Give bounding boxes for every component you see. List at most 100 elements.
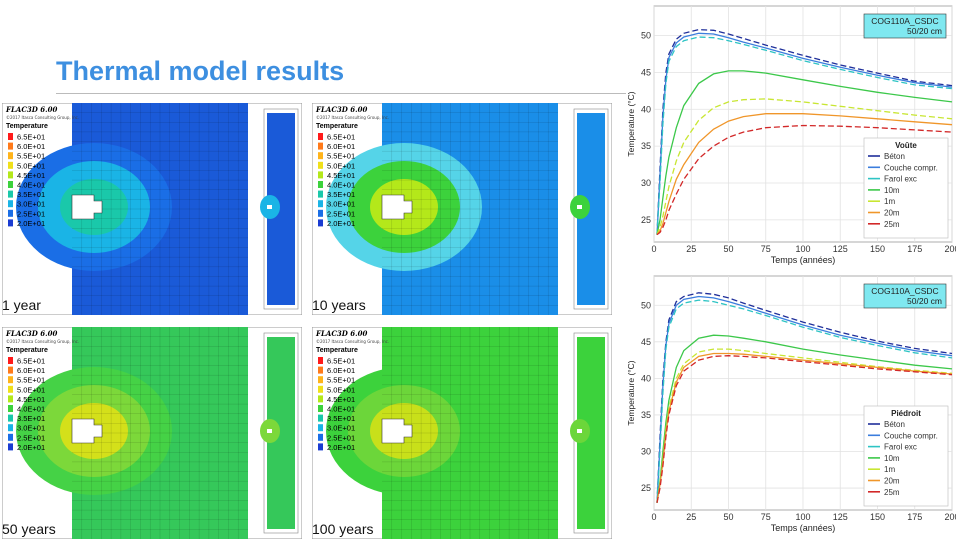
series-line-farol-exc [656, 299, 953, 503]
legend-box [863, 405, 949, 507]
legend-heading: Temperature [6, 347, 48, 354]
legend-level: 2.5E+01 [17, 433, 45, 442]
legend-swatch [318, 357, 323, 364]
y-tick-label: 30 [641, 447, 651, 457]
software-label: FLAC3D 6.00 [5, 329, 57, 338]
legend-swatch [318, 395, 323, 403]
legend-swatch [8, 414, 13, 422]
legend-swatch [318, 424, 323, 432]
legend-entry: 10m [884, 454, 900, 463]
legend-entry: Béton [884, 152, 905, 161]
x-tick-label: 75 [761, 244, 771, 254]
x-tick-label: 75 [761, 512, 771, 522]
legend-swatch [318, 443, 323, 451]
legend-level: 4.0E+01 [17, 405, 45, 414]
x-tick-label: 200 [944, 512, 956, 522]
slide-title: Thermal model results [56, 56, 345, 86]
legend-level: 3.5E+01 [17, 190, 45, 199]
y-tick-label: 50 [641, 300, 651, 310]
x-tick-label: 25 [686, 244, 696, 254]
legend-swatch [8, 376, 13, 384]
legend-swatch [318, 161, 323, 169]
y-tick-label: 25 [641, 483, 651, 493]
x-tick-label: 150 [870, 244, 885, 254]
legend-box [863, 137, 949, 239]
contour-panel-10-years: FLAC3D 6.00 ©2017 Itasca Consulting Group… [312, 103, 612, 315]
legend-entry: Couche compr. [884, 431, 938, 440]
legend-level: 3.5E+01 [327, 190, 355, 199]
legend-swatch [318, 366, 323, 374]
section-tunnel [577, 429, 582, 433]
panel-caption: 50 years [2, 521, 56, 537]
legend-level: 4.0E+01 [327, 405, 355, 414]
y-tick-label: 45 [641, 67, 651, 77]
x-tick-label: 175 [907, 512, 922, 522]
legend-swatch [318, 209, 323, 217]
temperature-chart-voute: 0 25 50 75 100 125 150 175 200 25 30 35 40 45 50 Temps … [626, 5, 956, 265]
legend-level: 2.5E+01 [327, 209, 355, 218]
legend-level: 5.0E+01 [327, 161, 355, 170]
y-tick-label: 25 [641, 215, 651, 225]
legend-level: 2.0E+01 [327, 219, 355, 228]
tunnel-cutout [71, 418, 103, 444]
legend-swatch [8, 133, 13, 140]
legend-entry: 10m [884, 186, 900, 195]
legend-swatch [8, 171, 13, 179]
legend-level: 2.5E+01 [327, 433, 355, 442]
legend-level: 3.0E+01 [327, 200, 355, 209]
contour-panel-100-years: FLAC3D 6.00 ©2017 Itasca Consulting Group… [312, 327, 612, 539]
y-axis-label: Temperature (°C) [626, 360, 636, 425]
panel-caption: 1 year [2, 297, 41, 313]
legend-level: 5.0E+01 [17, 161, 45, 170]
x-tick-label: 50 [723, 244, 733, 254]
legend-heading: Temperature [316, 123, 358, 130]
x-tick-label: 25 [686, 512, 696, 522]
legend-entry: 20m [884, 209, 900, 218]
legend-level: 5.0E+01 [327, 385, 355, 394]
legend-swatch [318, 190, 323, 198]
panel-caption: 10 years [312, 297, 366, 313]
legend-swatch [318, 200, 323, 208]
title-divider [56, 93, 626, 94]
legend-swatch [318, 433, 323, 441]
legend-swatch [8, 443, 13, 451]
legend-level: 4.5E+01 [327, 395, 355, 404]
legend-level: 6.0E+01 [17, 366, 45, 375]
legend-swatch [318, 133, 323, 140]
legend-swatch [8, 395, 13, 403]
tunnel-cutout [71, 194, 103, 220]
legend-level: 5.5E+01 [327, 152, 355, 161]
case-label-line2: 50/20 cm [907, 296, 942, 306]
legend-level: 4.5E+01 [327, 171, 355, 180]
x-tick-label: 50 [723, 512, 733, 522]
x-tick-label: 100 [795, 512, 810, 522]
legend-swatch [318, 219, 323, 227]
legend-swatch [8, 200, 13, 208]
software-label: FLAC3D 6.00 [315, 105, 367, 114]
tunnel-cutout [381, 194, 413, 220]
case-label-box [863, 13, 947, 39]
x-tick-label: 100 [795, 244, 810, 254]
x-tick-label: 150 [870, 512, 885, 522]
series-line-20m [656, 113, 953, 236]
y-tick-label: 50 [641, 31, 651, 41]
x-tick-label: 0 [651, 512, 656, 522]
temperature-chart-piedroit: 0 25 50 75 100 125 150 175 200 25 30 35 40 45 50 Temps … [626, 275, 956, 533]
series-line-farol-exc [656, 36, 953, 235]
tunnel-cutout [381, 418, 413, 444]
legend-level: 3.0E+01 [327, 424, 355, 433]
legend-level: 3.5E+01 [17, 414, 45, 423]
legend-level: 3.0E+01 [17, 200, 45, 209]
x-axis-label: Temps (années) [771, 523, 836, 533]
series-line-10m [656, 70, 953, 235]
legend-level: 4.0E+01 [17, 181, 45, 190]
legend-title: Voûte [895, 141, 917, 150]
legend-swatch [8, 424, 13, 432]
legend-swatch [8, 405, 13, 412]
legend-level: 6.5E+01 [327, 133, 355, 142]
legend-level: 4.0E+01 [327, 181, 355, 190]
legend-swatch [318, 376, 323, 384]
series-line-couche-compr- [656, 32, 953, 235]
legend-swatch [8, 161, 13, 169]
legend-swatch [8, 366, 13, 374]
